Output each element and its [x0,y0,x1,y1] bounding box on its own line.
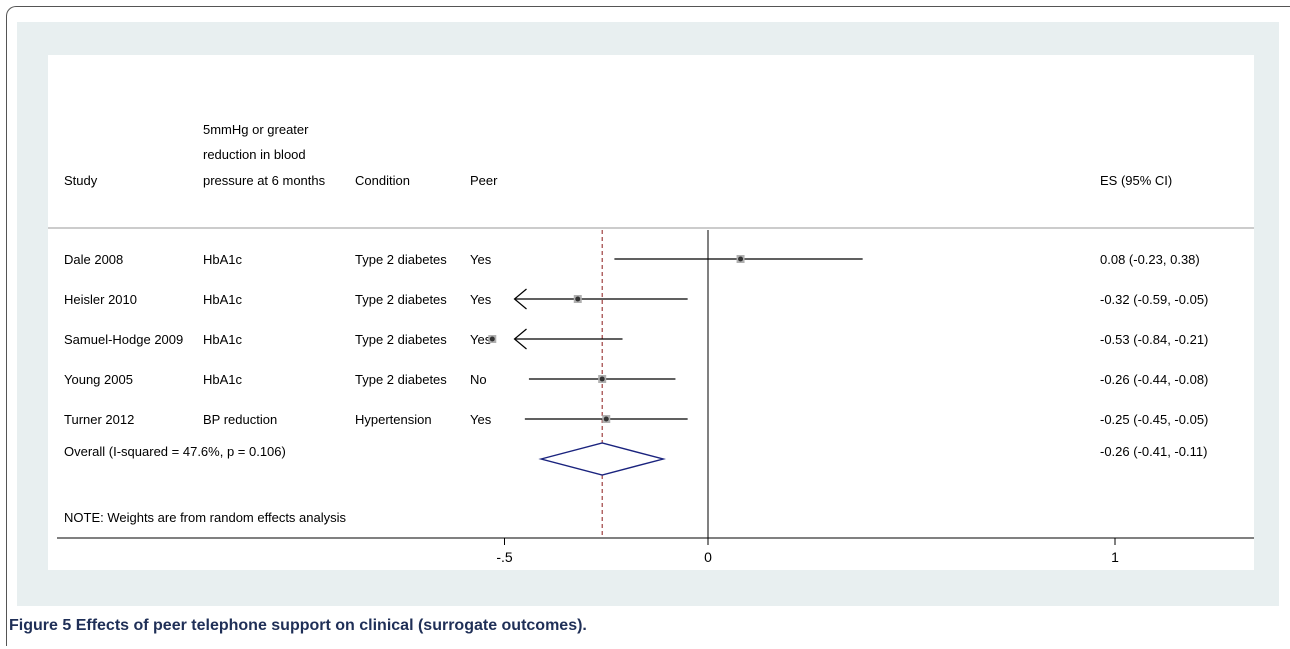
col-header-es: ES (95% CI) [1100,173,1172,188]
study-es-label: -0.25 (-0.45, -0.05) [1100,412,1208,427]
study-peer: Yes [470,412,492,427]
ci-truncation-arrow [513,288,527,310]
study-name: Young 2005 [64,372,133,387]
point-estimate [599,376,605,382]
study-outcome: HbA1c [203,292,243,307]
study-condition: Hypertension [355,412,432,427]
study-outcome: HbA1c [203,252,243,267]
figure-label: Figure 5 [9,617,72,634]
study-peer: Yes [470,332,492,347]
note-text: NOTE: Weights are from random effects an… [64,510,347,525]
overall-diamond [538,442,666,476]
x-tick-label: 0 [704,549,712,565]
study-es-label: -0.26 (-0.44, -0.08) [1100,372,1208,387]
study-condition: Type 2 diabetes [355,372,447,387]
study-peer: No [470,372,487,387]
x-tick-label: 1 [1111,549,1119,565]
point-estimate [489,336,495,342]
figure-frame [6,6,1290,646]
study-outcome: HbA1c [203,372,243,387]
overall-es-label: -0.26 (-0.41, -0.11) [1100,444,1207,459]
caption-text: Effects of peer telephone support on cli… [75,617,587,634]
col-header-outcome-line-2: reduction in blood [203,147,306,162]
forest-plot: Study 5mmHg or greater reduction in bloo… [48,55,1254,570]
study-name: Turner 2012 [64,412,134,427]
study-outcome: HbA1c [203,332,243,347]
forest-marks [488,230,863,538]
study-condition: Type 2 diabetes [355,252,447,267]
study-peer: Yes [470,252,492,267]
study-es-label: -0.32 (-0.59, -0.05) [1100,292,1208,307]
study-condition: Type 2 diabetes [355,332,447,347]
col-header-peer: Peer [470,173,498,188]
study-condition: Type 2 diabetes [355,292,447,307]
overall-label: Overall (I-squared = 47.6%, p = 0.106) [64,444,286,459]
study-name: Heisler 2010 [64,292,137,307]
point-estimate [738,256,744,262]
study-name: Samuel-Hodge 2009 [64,332,183,347]
x-axis-ticks: -.5 0 1 [496,538,1119,565]
col-header-condition: Condition [355,173,410,188]
col-header-study: Study [64,173,98,188]
point-estimate [603,416,609,422]
point-estimate [575,296,581,302]
study-peer: Yes [470,292,492,307]
study-name: Dale 2008 [64,252,123,267]
study-es-label: -0.53 (-0.84, -0.21) [1100,332,1208,347]
col-header-outcome-line-1: 5mmHg or greater [203,122,309,137]
study-es-label: 0.08 (-0.23, 0.38) [1100,252,1200,267]
x-tick-label: -.5 [496,549,513,565]
plot-background [48,55,1254,570]
ci-truncation-arrow [513,328,527,350]
col-header-outcome-line-3: pressure at 6 months [203,173,326,188]
study-outcome: BP reduction [203,412,277,427]
figure-caption: Figure 5 Effects of peer telephone suppo… [9,617,587,635]
study-rows: Dale 2008 HbA1c Type 2 diabetes Yes 0.08 (-0… [64,252,1208,427]
